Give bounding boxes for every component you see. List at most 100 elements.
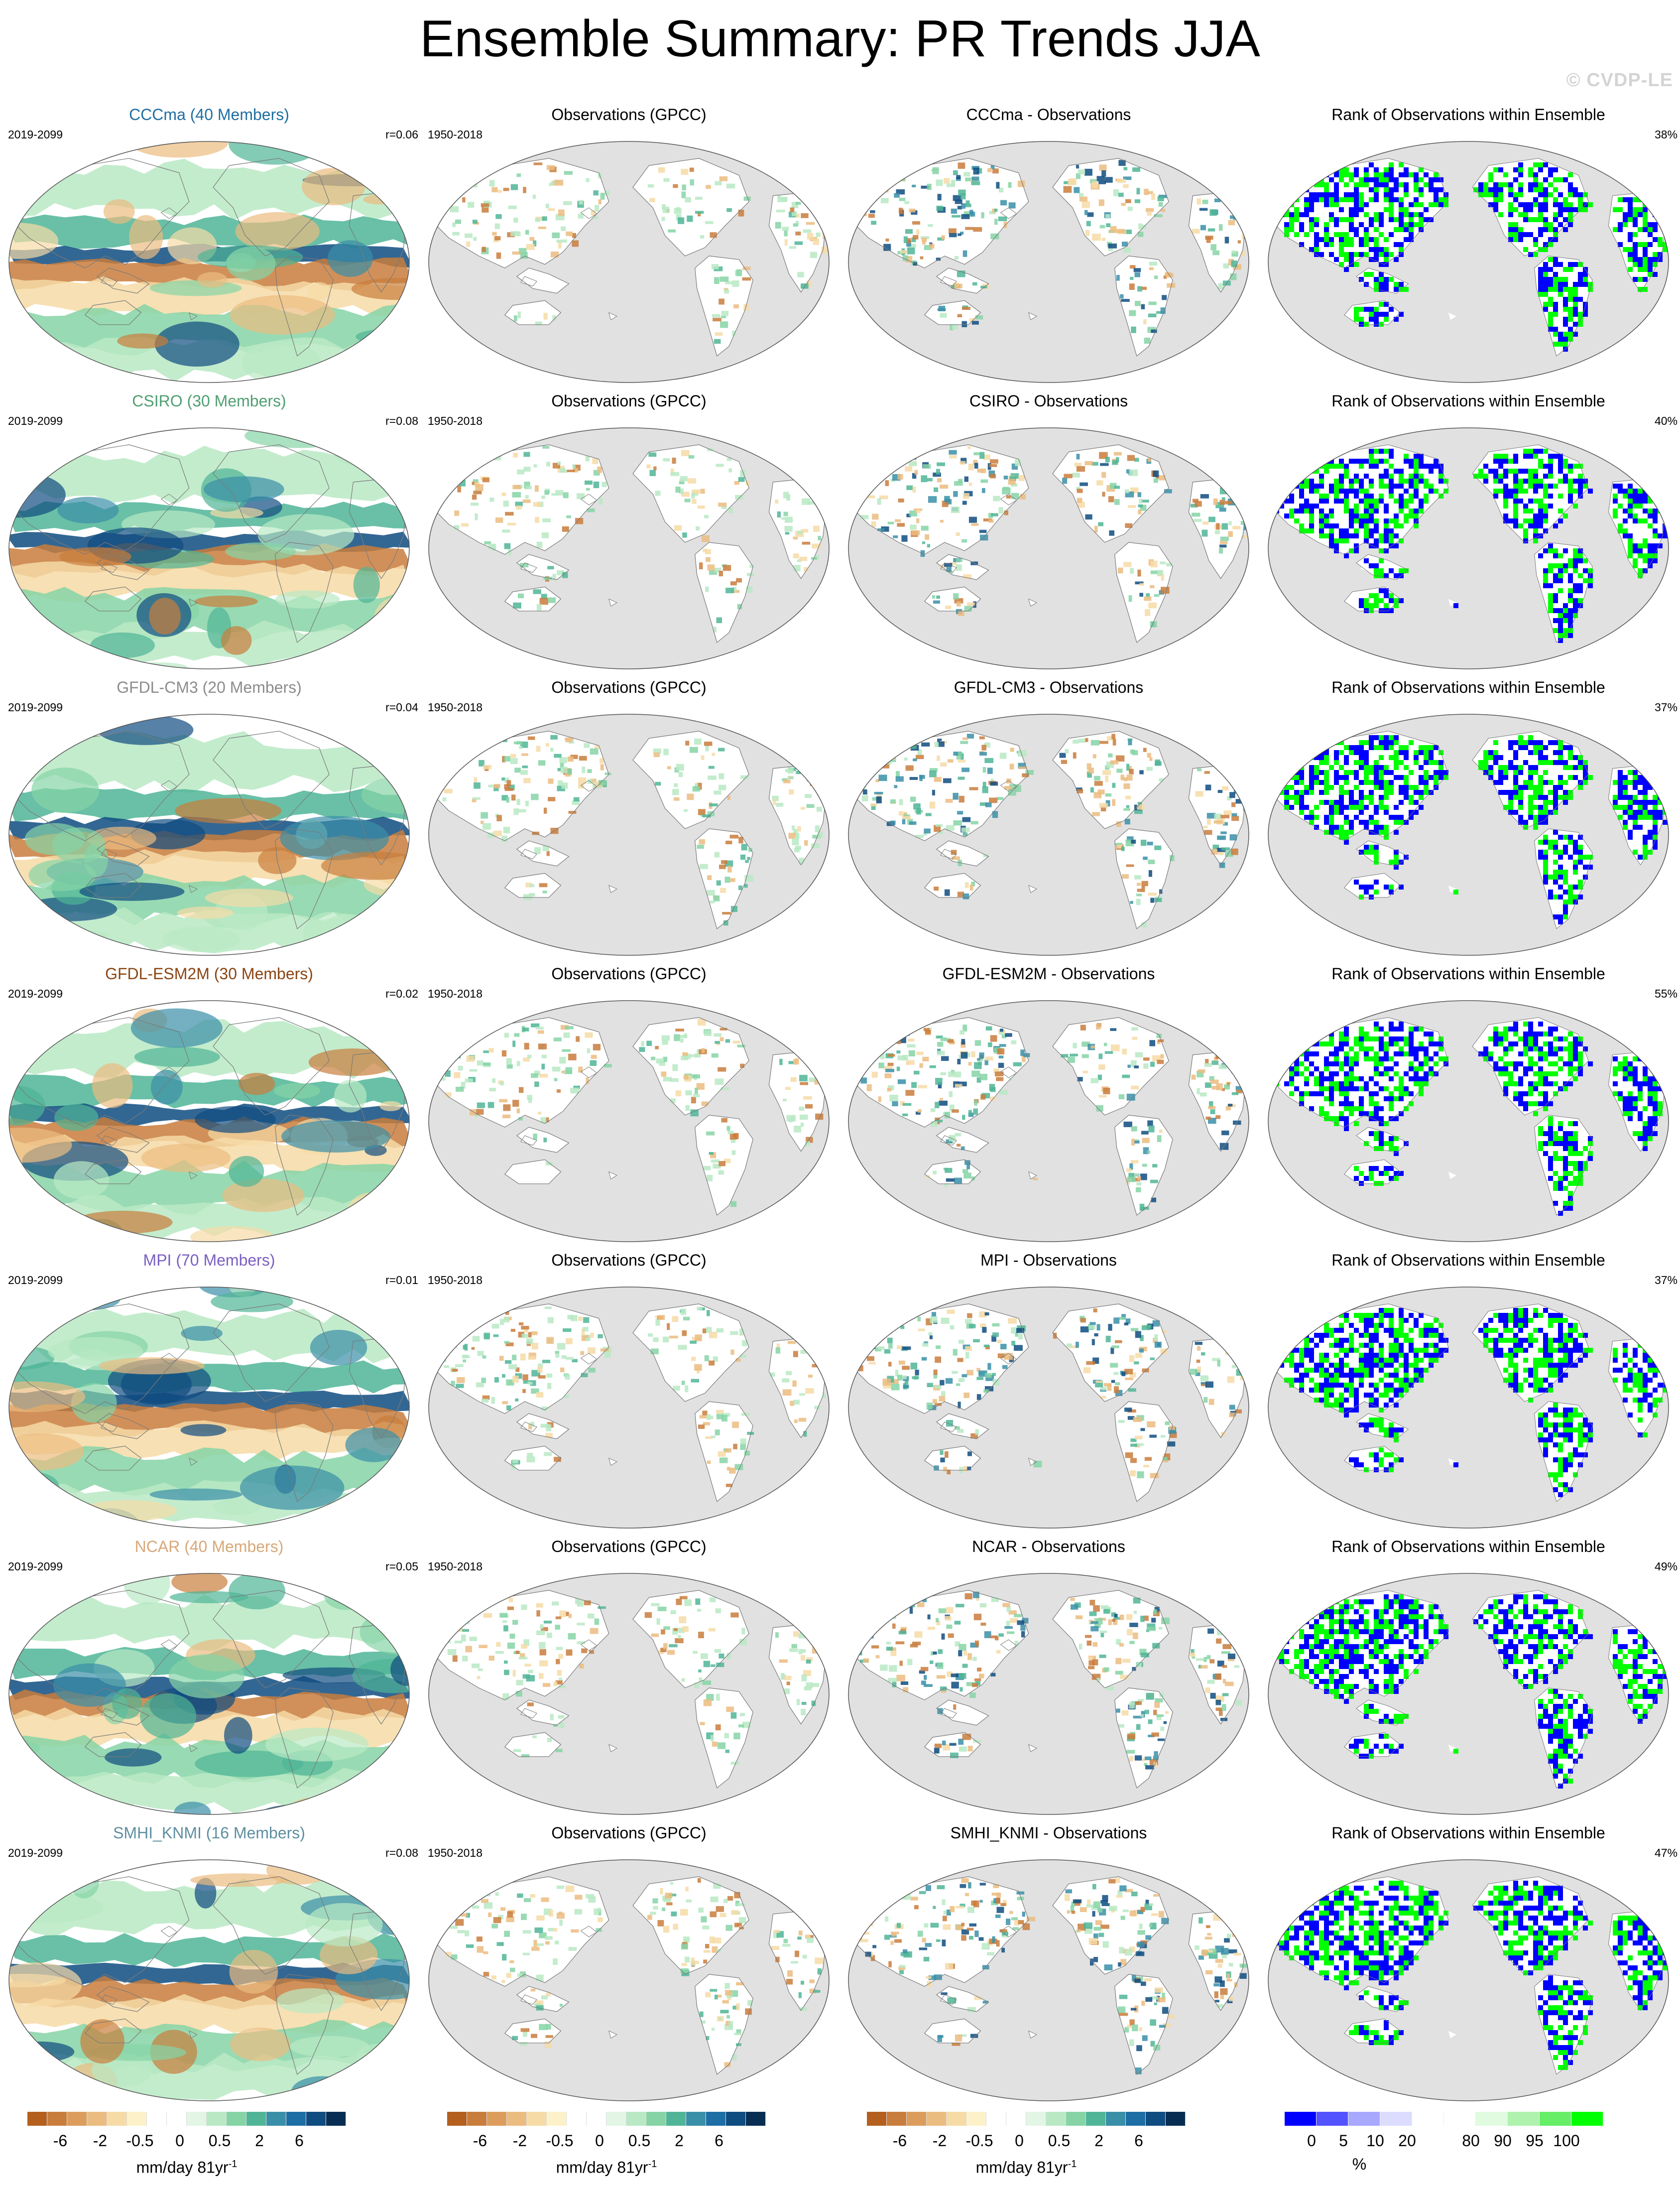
rank-percent: 40% bbox=[1654, 414, 1678, 427]
panel-rank-4: Rank of Observations within Ensemble 37% bbox=[1259, 1250, 1678, 1537]
panel-model-4: MPI (70 Members) 2019-2099 r=0.01 bbox=[0, 1250, 418, 1537]
colorbar-swatch bbox=[1508, 2112, 1540, 2126]
period-label: 1950-2018 bbox=[428, 1560, 482, 1573]
panel-model-2: GFDL-CM3 (20 Members) 2019-2099 r=0.04 bbox=[0, 677, 418, 964]
colorbar-tick-label: 0 bbox=[1307, 2132, 1316, 2150]
colorbar-swatch bbox=[27, 2112, 47, 2126]
colorbar-swatch bbox=[1348, 2112, 1380, 2126]
colorbar-tick-label: 0.5 bbox=[1048, 2132, 1071, 2150]
obs-map bbox=[428, 1000, 830, 1242]
colorbar-unit: mm/day 81yr-1 bbox=[975, 2158, 1077, 2177]
colorbar-swatch bbox=[507, 2112, 527, 2126]
panel-title: Rank of Observations within Ensemble bbox=[1331, 106, 1605, 124]
colorbar-swatch bbox=[67, 2112, 87, 2126]
colorbar-swatch bbox=[467, 2112, 487, 2126]
page-title: Ensemble Summary: PR Trends JJA bbox=[420, 10, 1260, 68]
model-map bbox=[8, 427, 410, 669]
panel-diff-3: GFDL-ESM2M - Observations bbox=[840, 964, 1258, 1250]
panel-model-6: SMHI_KNMI (16 Members) 2019-2099 r=0.08 bbox=[0, 1823, 418, 2109]
panel-obs-5: Observations (GPCC) 1950-2018 bbox=[420, 1537, 838, 1823]
colorbar-swatch bbox=[1006, 2112, 1026, 2126]
panel-title: Observations (GPCC) bbox=[551, 1538, 707, 1555]
colorbar-swatch bbox=[726, 2112, 746, 2126]
trend-colorbar-2: -6 -2 -0.5 0 0.5 2 6 mm/day 81yr-1 bbox=[867, 2112, 1235, 2182]
panel-model-3: GFDL-ESM2M (30 Members) 2019-2099 r=0.02 bbox=[0, 964, 418, 1250]
obs-map bbox=[428, 1859, 830, 2101]
panel-rank-5: Rank of Observations within Ensemble 49% bbox=[1259, 1537, 1678, 1823]
colorbar-swatch bbox=[306, 2112, 326, 2126]
rank-map bbox=[1268, 1859, 1669, 2101]
panel-diff-2: GFDL-CM3 - Observations bbox=[840, 677, 1258, 964]
watermark: © CVDP-LE bbox=[1566, 70, 1673, 91]
colorbar-swatch bbox=[646, 2112, 666, 2126]
colorbar-swatch bbox=[286, 2112, 306, 2126]
colorbar-swatch bbox=[1166, 2112, 1186, 2126]
colorbar-swatch bbox=[1540, 2112, 1571, 2126]
panel-model-5: NCAR (40 Members) 2019-2099 r=0.05 bbox=[0, 1537, 418, 1823]
diff-map bbox=[848, 1287, 1249, 1529]
diff-map bbox=[848, 141, 1249, 383]
panel-obs-0: Observations (GPCC) 1950-2018 bbox=[420, 105, 838, 391]
colorbar-tick-label: 20 bbox=[1398, 2132, 1416, 2150]
period-label: 1950-2018 bbox=[428, 128, 482, 141]
period-label: 2019-2099 bbox=[8, 128, 63, 141]
colorbar-tick-label: 80 bbox=[1462, 2132, 1480, 2150]
period-label: 2019-2099 bbox=[8, 414, 63, 427]
trend-colorbar-1: -6 -2 -0.5 0 0.5 2 6 mm/day 81yr-1 bbox=[447, 2112, 816, 2182]
rank-percent: 47% bbox=[1654, 1846, 1678, 1859]
panel-title: MPI - Observations bbox=[980, 1251, 1117, 1269]
diff-map bbox=[848, 1859, 1249, 2101]
colorbar-swatch bbox=[47, 2112, 67, 2126]
colorbar-swatch bbox=[867, 2112, 887, 2126]
colorbar-tick-label: 0 bbox=[175, 2132, 184, 2150]
panel-title: Observations (GPCC) bbox=[551, 106, 707, 124]
colorbar-swatch bbox=[986, 2112, 1006, 2126]
period-label: 2019-2099 bbox=[8, 1274, 63, 1287]
period-label: 1950-2018 bbox=[428, 987, 482, 1000]
pattern-correlation: r=0.06 bbox=[385, 128, 418, 141]
panel-title: Rank of Observations within Ensemble bbox=[1331, 1538, 1605, 1555]
colorbar-swatch bbox=[907, 2112, 927, 2126]
panel-rank-3: Rank of Observations within Ensemble 55% bbox=[1259, 964, 1678, 1250]
panel-title: Rank of Observations within Ensemble bbox=[1331, 1251, 1605, 1269]
period-label: 2019-2099 bbox=[8, 987, 63, 1000]
pattern-correlation: r=0.01 bbox=[385, 1274, 418, 1287]
panel-obs-6: Observations (GPCC) 1950-2018 bbox=[420, 1823, 838, 2109]
diff-map bbox=[848, 714, 1249, 956]
colorbar-swatch bbox=[487, 2112, 507, 2126]
colorbar-tick-label: 0 bbox=[1015, 2132, 1024, 2150]
panel-title: Observations (GPCC) bbox=[551, 678, 707, 696]
colorbar-swatch bbox=[1026, 2112, 1046, 2126]
rank-percent: 37% bbox=[1654, 701, 1678, 714]
obs-map bbox=[428, 141, 830, 383]
panel-obs-4: Observations (GPCC) 1950-2018 bbox=[420, 1250, 838, 1537]
panel-diff-4: MPI - Observations bbox=[840, 1250, 1258, 1537]
rank-map bbox=[1268, 1287, 1669, 1529]
colorbar-swatch bbox=[1317, 2112, 1348, 2126]
panel-diff-6: SMHI_KNMI - Observations bbox=[840, 1823, 1258, 2109]
obs-map bbox=[428, 714, 830, 956]
rank-percent: 37% bbox=[1654, 1274, 1678, 1287]
panel-diff-1: CSIRO - Observations bbox=[840, 391, 1258, 677]
colorbar-swatch bbox=[587, 2112, 606, 2126]
colorbar-swatch bbox=[1066, 2112, 1086, 2126]
period-label: 1950-2018 bbox=[428, 701, 482, 714]
pattern-correlation: r=0.02 bbox=[385, 987, 418, 1000]
colorbar-swatch bbox=[87, 2112, 107, 2126]
colorbar-swatch bbox=[127, 2112, 147, 2126]
colorbar-swatch bbox=[626, 2112, 646, 2126]
colorbar-swatch bbox=[927, 2112, 947, 2126]
colorbar-tick-label: 2 bbox=[1094, 2132, 1103, 2150]
rank-map bbox=[1268, 141, 1669, 383]
pattern-correlation: r=0.04 bbox=[385, 701, 418, 714]
panel-diff-0: CCCma - Observations bbox=[840, 105, 1258, 391]
colorbar-swatch bbox=[447, 2112, 467, 2126]
colorbar-tick-label: -2 bbox=[932, 2132, 947, 2150]
colorbar-tick-label: 90 bbox=[1494, 2132, 1512, 2150]
colorbar-swatch bbox=[167, 2112, 187, 2126]
period-label: 1950-2018 bbox=[428, 1846, 482, 1859]
panel-title: CCCma - Observations bbox=[966, 106, 1131, 124]
colorbar-unit: % bbox=[1352, 2155, 1367, 2173]
rank-map bbox=[1268, 1573, 1669, 1815]
